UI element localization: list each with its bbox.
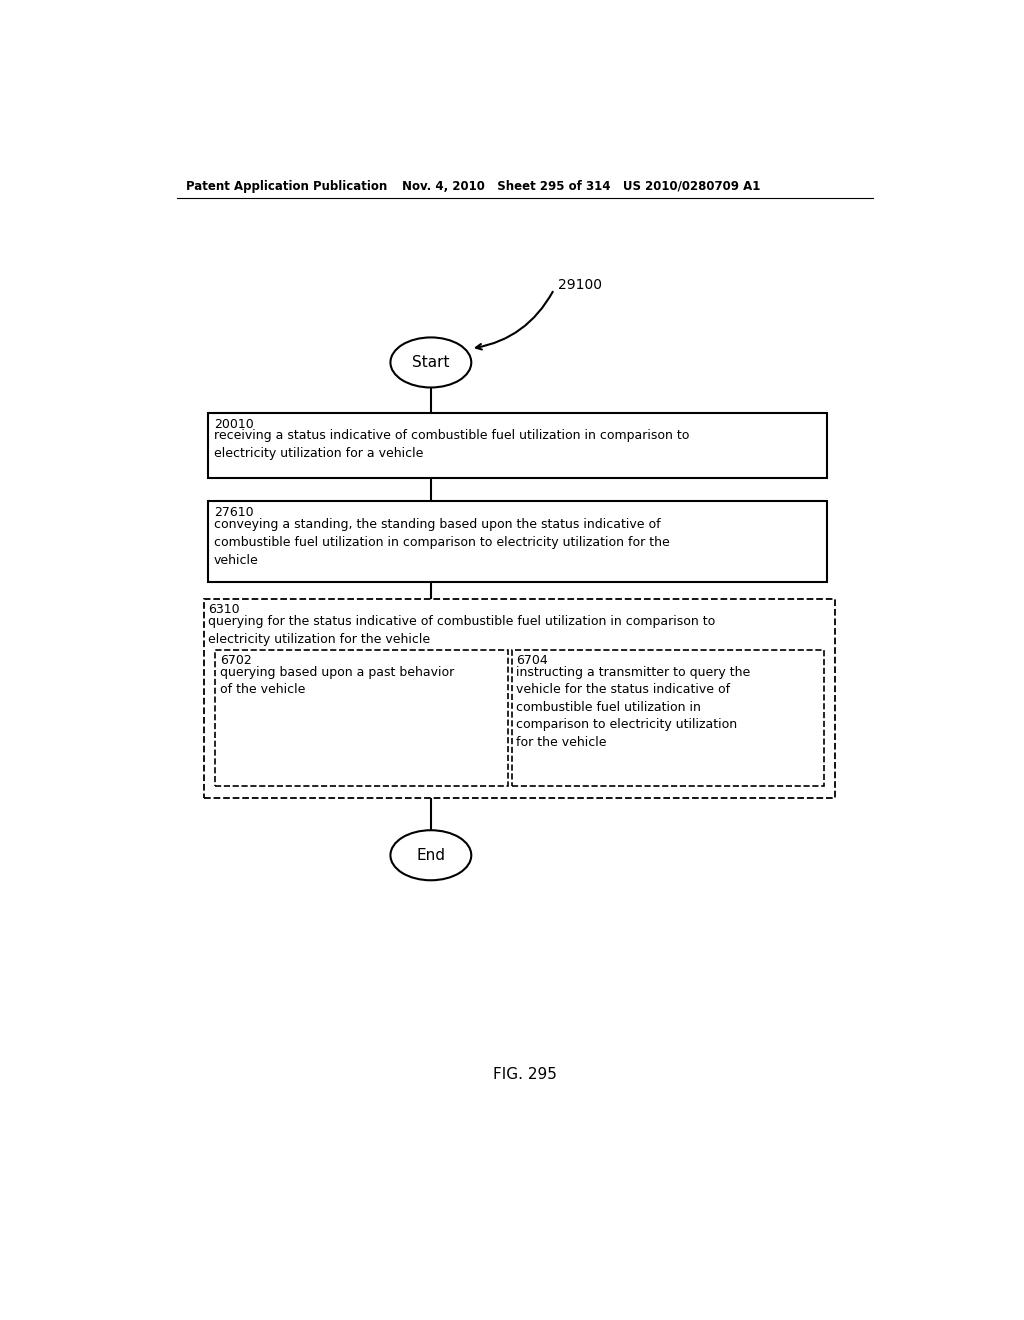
Text: 29100: 29100 — [558, 279, 602, 293]
Text: End: End — [417, 847, 445, 863]
Text: FIG. 295: FIG. 295 — [493, 1067, 557, 1082]
Text: 6704: 6704 — [516, 655, 548, 668]
Text: Patent Application Publication: Patent Application Publication — [186, 180, 387, 193]
Text: querying based upon a past behavior
of the vehicle: querying based upon a past behavior of t… — [220, 665, 454, 697]
Text: querying for the status indicative of combustible fuel utilization in comparison: querying for the status indicative of co… — [208, 615, 716, 645]
Text: instructing a transmitter to query the
vehicle for the status indicative of
comb: instructing a transmitter to query the v… — [516, 665, 751, 748]
Text: Nov. 4, 2010   Sheet 295 of 314   US 2010/0280709 A1: Nov. 4, 2010 Sheet 295 of 314 US 2010/02… — [401, 180, 760, 193]
Bar — [208, 502, 827, 582]
Text: 27610: 27610 — [214, 507, 253, 520]
Text: 6702: 6702 — [220, 655, 252, 668]
Text: Start: Start — [412, 355, 450, 370]
Bar — [215, 649, 508, 785]
Text: conveying a standing, the standing based upon the status indicative of
combustib: conveying a standing, the standing based… — [214, 517, 670, 568]
Text: receiving a status indicative of combustible fuel utilization in comparison to
e: receiving a status indicative of combust… — [214, 429, 689, 461]
Text: 20010: 20010 — [214, 418, 254, 430]
Bar — [512, 649, 823, 785]
Ellipse shape — [390, 830, 471, 880]
Bar — [204, 599, 836, 797]
Ellipse shape — [390, 338, 471, 388]
Bar — [208, 412, 827, 478]
Text: 6310: 6310 — [208, 603, 240, 616]
